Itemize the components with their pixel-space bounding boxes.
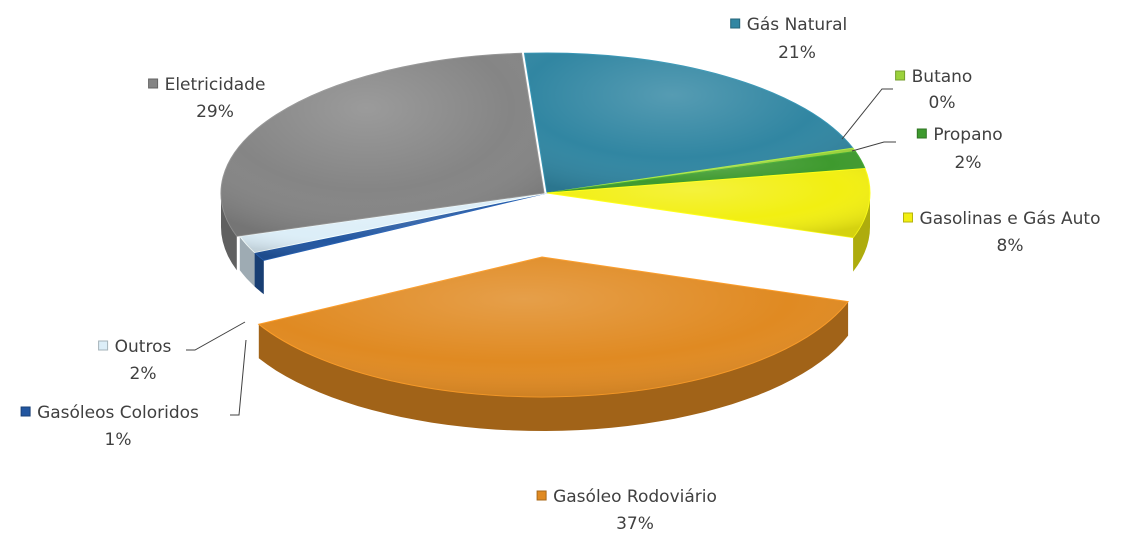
data-label-value-propano: 2% [955, 153, 982, 173]
pie-slice-eletricidade [220, 52, 545, 237]
data-label-key-g-s-natural [730, 18, 741, 29]
data-label-key-butano [895, 70, 906, 81]
data-label-value-eletricidade: 29% [196, 102, 234, 122]
pie-slices [220, 52, 871, 398]
data-label-key-gas-leos-coloridos [20, 406, 31, 417]
leader-line-propano [851, 141, 896, 152]
data-labels: Gás Natural 21% Butano 0% Propano 2% Gasolinas… [20, 15, 1101, 533]
leader-line-gas-leos-coloridos [230, 339, 247, 416]
data-label-name-gasolinas-e-g-s-auto: Gasolinas e Gás Auto [920, 209, 1101, 229]
leader-line-butano [841, 88, 893, 140]
data-label-value-gas-leos-coloridos: 1% [105, 430, 132, 450]
data-label-key-gas-leo-rodovi-rio [536, 490, 547, 501]
data-label-name-gas-leo-rodovi-rio: Gasóleo Rodoviário [553, 487, 717, 507]
leader-line-outros [186, 321, 246, 351]
data-label-key-outros [98, 340, 109, 351]
data-label-value-gas-leo-rodovi-rio: 37% [616, 514, 654, 533]
data-label-name-outros: Outros [115, 337, 172, 357]
data-label-name-g-s-natural: Gás Natural [747, 15, 848, 35]
data-label-name-gas-leos-coloridos: Gasóleos Coloridos [37, 403, 199, 423]
data-label-key-eletricidade [148, 78, 159, 89]
data-label-value-butano: 0% [929, 93, 956, 113]
data-label-value-outros: 2% [130, 364, 157, 384]
leader-lines [186, 88, 896, 416]
data-label-key-gasolinas-e-g-s-auto [903, 212, 913, 223]
data-label-name-propano: Propano [933, 125, 1002, 145]
data-label-value-g-s-natural: 21% [778, 43, 816, 63]
data-label-key-propano [916, 128, 927, 139]
data-label-name-butano: Butano [912, 67, 973, 87]
data-label-name-eletricidade: Eletricidade [165, 75, 266, 95]
data-label-value-gasolinas-e-g-s-auto: 8% [997, 236, 1024, 256]
pie-wall-gas-leo-rodovi-rio [258, 301, 849, 431]
